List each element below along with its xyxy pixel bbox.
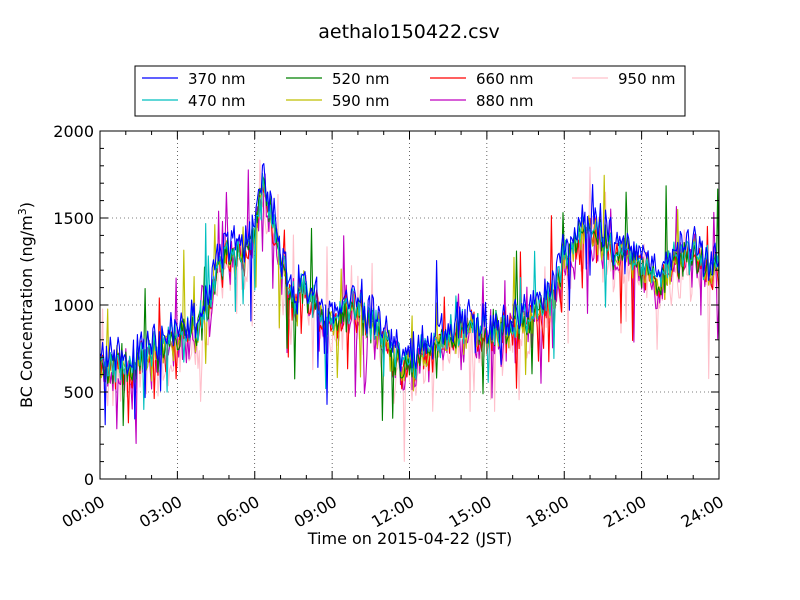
legend-label: 370 nm — [188, 70, 246, 88]
legend-label: 470 nm — [188, 92, 246, 110]
series-line-470-nm — [100, 172, 719, 411]
y-axis-title-main: BC Concentration (ng/m — [17, 215, 36, 408]
legend-label: 520 nm — [332, 70, 390, 88]
legend-box — [134, 65, 686, 117]
legend-label: 950 nm — [618, 70, 676, 88]
y-tick-label: 2000 — [53, 122, 94, 141]
y-axis-title: BC Concentration (ng/m3) — [16, 202, 36, 408]
legend-label: 590 nm — [332, 92, 390, 110]
y-tick-label: 1000 — [53, 296, 94, 315]
x-axis-title: Time on 2015-04-22 (JST) — [307, 529, 512, 548]
legend-label: 880 nm — [476, 92, 534, 110]
y-tick-label: 1500 — [53, 209, 94, 228]
y-tick-label: 0 — [84, 470, 94, 489]
legend: 370 nm 470 nm 520 nm 590 nm 660 nm 880 nm 950 … — [134, 65, 686, 117]
series-line-370-nm — [100, 163, 719, 426]
legend-label: 660 nm — [476, 70, 534, 88]
series-lines — [100, 159, 719, 462]
y-tick-label: 500 — [63, 383, 94, 402]
y-axis-title-superscript: 3 — [16, 208, 29, 215]
chart-title: aethalo150422.csv — [318, 21, 500, 43]
y-axis-title-end: ) — [17, 202, 36, 208]
